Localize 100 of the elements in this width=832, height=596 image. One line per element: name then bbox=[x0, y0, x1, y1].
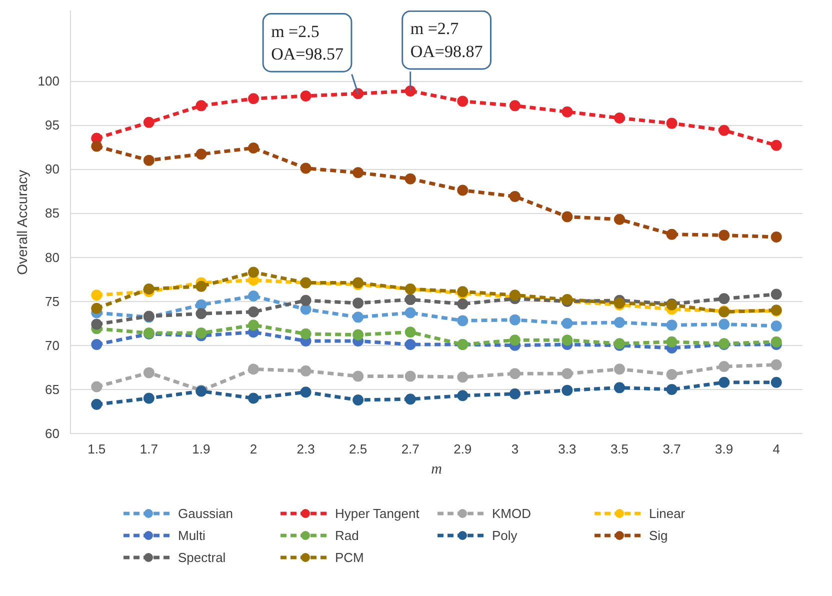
y-tick-label: 85 bbox=[45, 206, 60, 221]
point bbox=[300, 386, 312, 398]
point bbox=[718, 293, 730, 304]
point bbox=[91, 140, 102, 152]
annotation: m =2.7 OA=98.87 bbox=[410, 19, 484, 61]
legend-label: Sig bbox=[649, 528, 669, 542]
x-tick-label: 3 bbox=[511, 442, 519, 456]
point bbox=[509, 368, 520, 380]
y-axis-title: Overall Accuracy bbox=[14, 170, 30, 275]
point bbox=[196, 100, 207, 112]
legend-label: Multi bbox=[178, 528, 206, 542]
x-tick-label: 2.5 bbox=[349, 442, 368, 456]
y-tick-label: 80 bbox=[45, 250, 60, 265]
y-tick-label: 70 bbox=[45, 338, 60, 353]
legend-label: Poly bbox=[492, 528, 518, 542]
x-tick-label: 1.9 bbox=[192, 442, 210, 456]
point bbox=[300, 90, 312, 102]
point bbox=[770, 359, 782, 370]
legend-label: KMOD bbox=[492, 506, 532, 520]
point bbox=[404, 370, 416, 382]
x-tick-label: 3.3 bbox=[558, 442, 576, 456]
x-tick-label: 1.7 bbox=[140, 442, 158, 456]
point bbox=[562, 211, 573, 222]
point bbox=[562, 334, 573, 346]
y-tick-label: 75 bbox=[45, 294, 60, 309]
point bbox=[91, 339, 102, 350]
point bbox=[614, 112, 625, 124]
x-axis-title: m bbox=[431, 462, 442, 478]
point bbox=[509, 388, 520, 400]
point bbox=[718, 361, 730, 372]
point bbox=[770, 320, 782, 332]
y-tick-label: 65 bbox=[45, 382, 60, 397]
point bbox=[143, 367, 154, 378]
point bbox=[248, 93, 259, 104]
legend-label: Spectral bbox=[178, 550, 227, 564]
point bbox=[91, 398, 102, 410]
x-tick-label: 1.5 bbox=[88, 442, 106, 456]
y-tick-label: 100 bbox=[38, 74, 60, 88]
point bbox=[614, 382, 625, 394]
point bbox=[300, 294, 312, 306]
point bbox=[614, 364, 625, 375]
point bbox=[457, 96, 468, 107]
point bbox=[770, 376, 782, 388]
point bbox=[404, 85, 416, 96]
point bbox=[457, 184, 468, 196]
point bbox=[248, 266, 259, 278]
point bbox=[718, 318, 730, 330]
point bbox=[352, 88, 364, 100]
point bbox=[196, 148, 207, 160]
legend-label: Linear bbox=[649, 506, 686, 520]
point bbox=[248, 320, 259, 331]
point bbox=[404, 294, 416, 306]
x-tick-label: 3.9 bbox=[715, 442, 734, 456]
point bbox=[300, 162, 312, 174]
point bbox=[352, 329, 364, 340]
point bbox=[91, 290, 102, 301]
legend-label: Rad bbox=[335, 528, 360, 542]
point bbox=[770, 231, 782, 242]
point bbox=[614, 316, 625, 328]
x-tick-label: 4 bbox=[772, 442, 780, 456]
point bbox=[666, 368, 678, 380]
point bbox=[457, 390, 468, 402]
point bbox=[143, 283, 154, 294]
point bbox=[91, 381, 102, 392]
x-tick-label: 2.9 bbox=[454, 442, 472, 456]
point bbox=[509, 100, 520, 112]
legend-label: PCM bbox=[335, 550, 365, 564]
point bbox=[614, 214, 625, 225]
point bbox=[248, 364, 259, 375]
point bbox=[666, 320, 678, 331]
point bbox=[404, 394, 416, 405]
point bbox=[562, 106, 573, 118]
x-tick-label: 2.7 bbox=[401, 442, 420, 456]
legend-label: Gaussian bbox=[178, 506, 234, 520]
point bbox=[718, 230, 730, 241]
point bbox=[718, 124, 730, 136]
point bbox=[666, 336, 678, 348]
y-tick-label: 95 bbox=[45, 118, 60, 133]
point bbox=[666, 228, 678, 240]
point bbox=[91, 302, 102, 314]
point bbox=[248, 392, 259, 404]
y-tick-label: 60 bbox=[45, 426, 60, 441]
point bbox=[718, 376, 730, 388]
point bbox=[300, 328, 312, 340]
point bbox=[404, 173, 416, 184]
point bbox=[196, 280, 207, 292]
point bbox=[352, 312, 364, 323]
point bbox=[509, 190, 520, 202]
point bbox=[509, 314, 520, 326]
x-tick-label: 2 bbox=[250, 442, 258, 456]
point bbox=[352, 167, 364, 178]
point bbox=[352, 370, 364, 382]
x-tick-label: 3.5 bbox=[610, 442, 629, 456]
point bbox=[457, 315, 468, 326]
point bbox=[196, 328, 207, 339]
point bbox=[770, 288, 782, 300]
point bbox=[196, 308, 207, 320]
point bbox=[248, 290, 259, 302]
point bbox=[509, 334, 520, 346]
point bbox=[404, 326, 416, 338]
